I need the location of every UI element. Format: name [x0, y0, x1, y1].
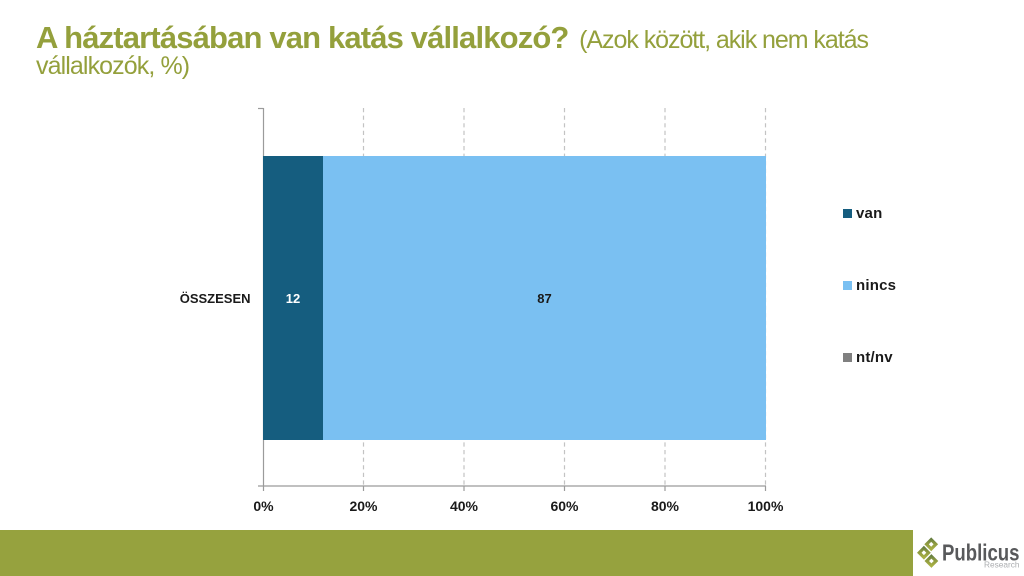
svg-text:Publicus: Publicus [942, 539, 1020, 565]
svg-text:Research: Research [984, 559, 1020, 569]
